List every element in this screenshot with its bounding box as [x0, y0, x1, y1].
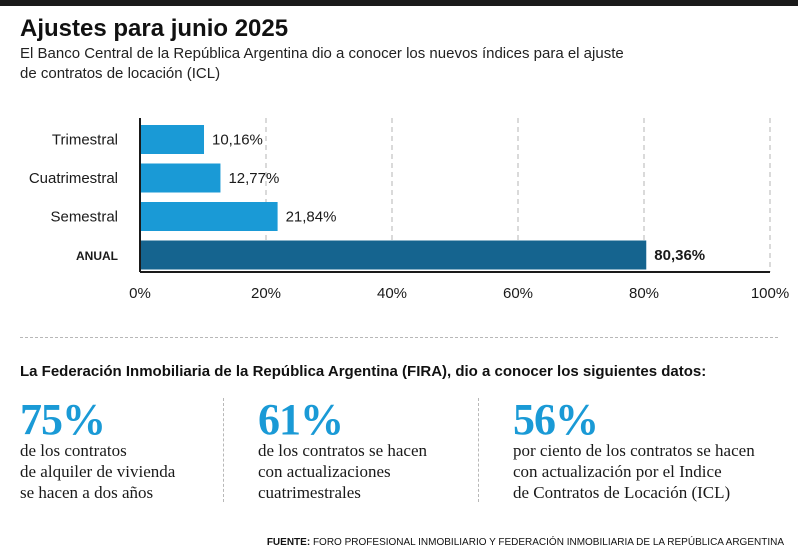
chart-subtitle: El Banco Central de la República Argenti… — [20, 45, 624, 82]
value-label: 10,16% — [212, 132, 263, 149]
category-label: Cuatrimestral — [29, 170, 118, 187]
bar — [140, 240, 647, 270]
source-note: FUENTE: FORO PROFESIONAL INMOBILIARIO Y … — [267, 537, 784, 548]
x-tick-label: 80% — [629, 285, 659, 302]
bar — [140, 163, 221, 193]
chart-title: Ajustes para junio 2025 — [20, 15, 289, 42]
bar-chart: Trimestral 10,16% Cuatrimestral 12,77% Semes… — [29, 118, 789, 302]
stat-value: 75% — [20, 395, 106, 444]
category-label: Trimestral — [52, 132, 118, 149]
x-tick-label: 40% — [377, 285, 407, 302]
stat-block-3: 56% por ciento de los contratos se hacen… — [513, 398, 755, 503]
value-label: 80,36% — [654, 247, 705, 264]
stat-description: de los contratos se hacen con actualizac… — [258, 441, 427, 502]
x-tick-label: 0% — [129, 285, 151, 302]
stat-value: 61% — [258, 395, 344, 444]
category-label: Semestral — [50, 209, 118, 226]
stat-description: de los contratos de alquiler de vivienda… — [20, 441, 176, 502]
source-text: FORO PROFESIONAL INMOBILIARIO Y FEDERACI… — [312, 537, 784, 548]
x-tick-label: 20% — [251, 285, 281, 302]
bar — [140, 125, 205, 154]
section-divider — [20, 337, 778, 338]
fira-heading: La Federación Inmobiliaria de la Repúbli… — [20, 363, 707, 380]
x-tick-label: 100% — [751, 285, 789, 302]
stat-value: 56% — [513, 395, 599, 444]
stat-block-2: 61% de los contratos se hacen con actual… — [258, 398, 427, 503]
source-label: FUENTE: — [266, 537, 311, 548]
top-bar — [0, 0, 798, 6]
stat-description: por ciento de los contratos se hacen con… — [513, 441, 755, 502]
value-label: 21,84% — [286, 209, 337, 226]
value-label: 12,77% — [228, 170, 279, 187]
x-tick-label: 60% — [503, 285, 533, 302]
bar — [140, 202, 278, 231]
stat-block-1: 75% de los contratos de alquiler de vivi… — [20, 398, 175, 503]
stat-divider — [478, 398, 479, 502]
stat-divider — [223, 398, 224, 502]
category-label: ANUAL — [76, 249, 118, 263]
